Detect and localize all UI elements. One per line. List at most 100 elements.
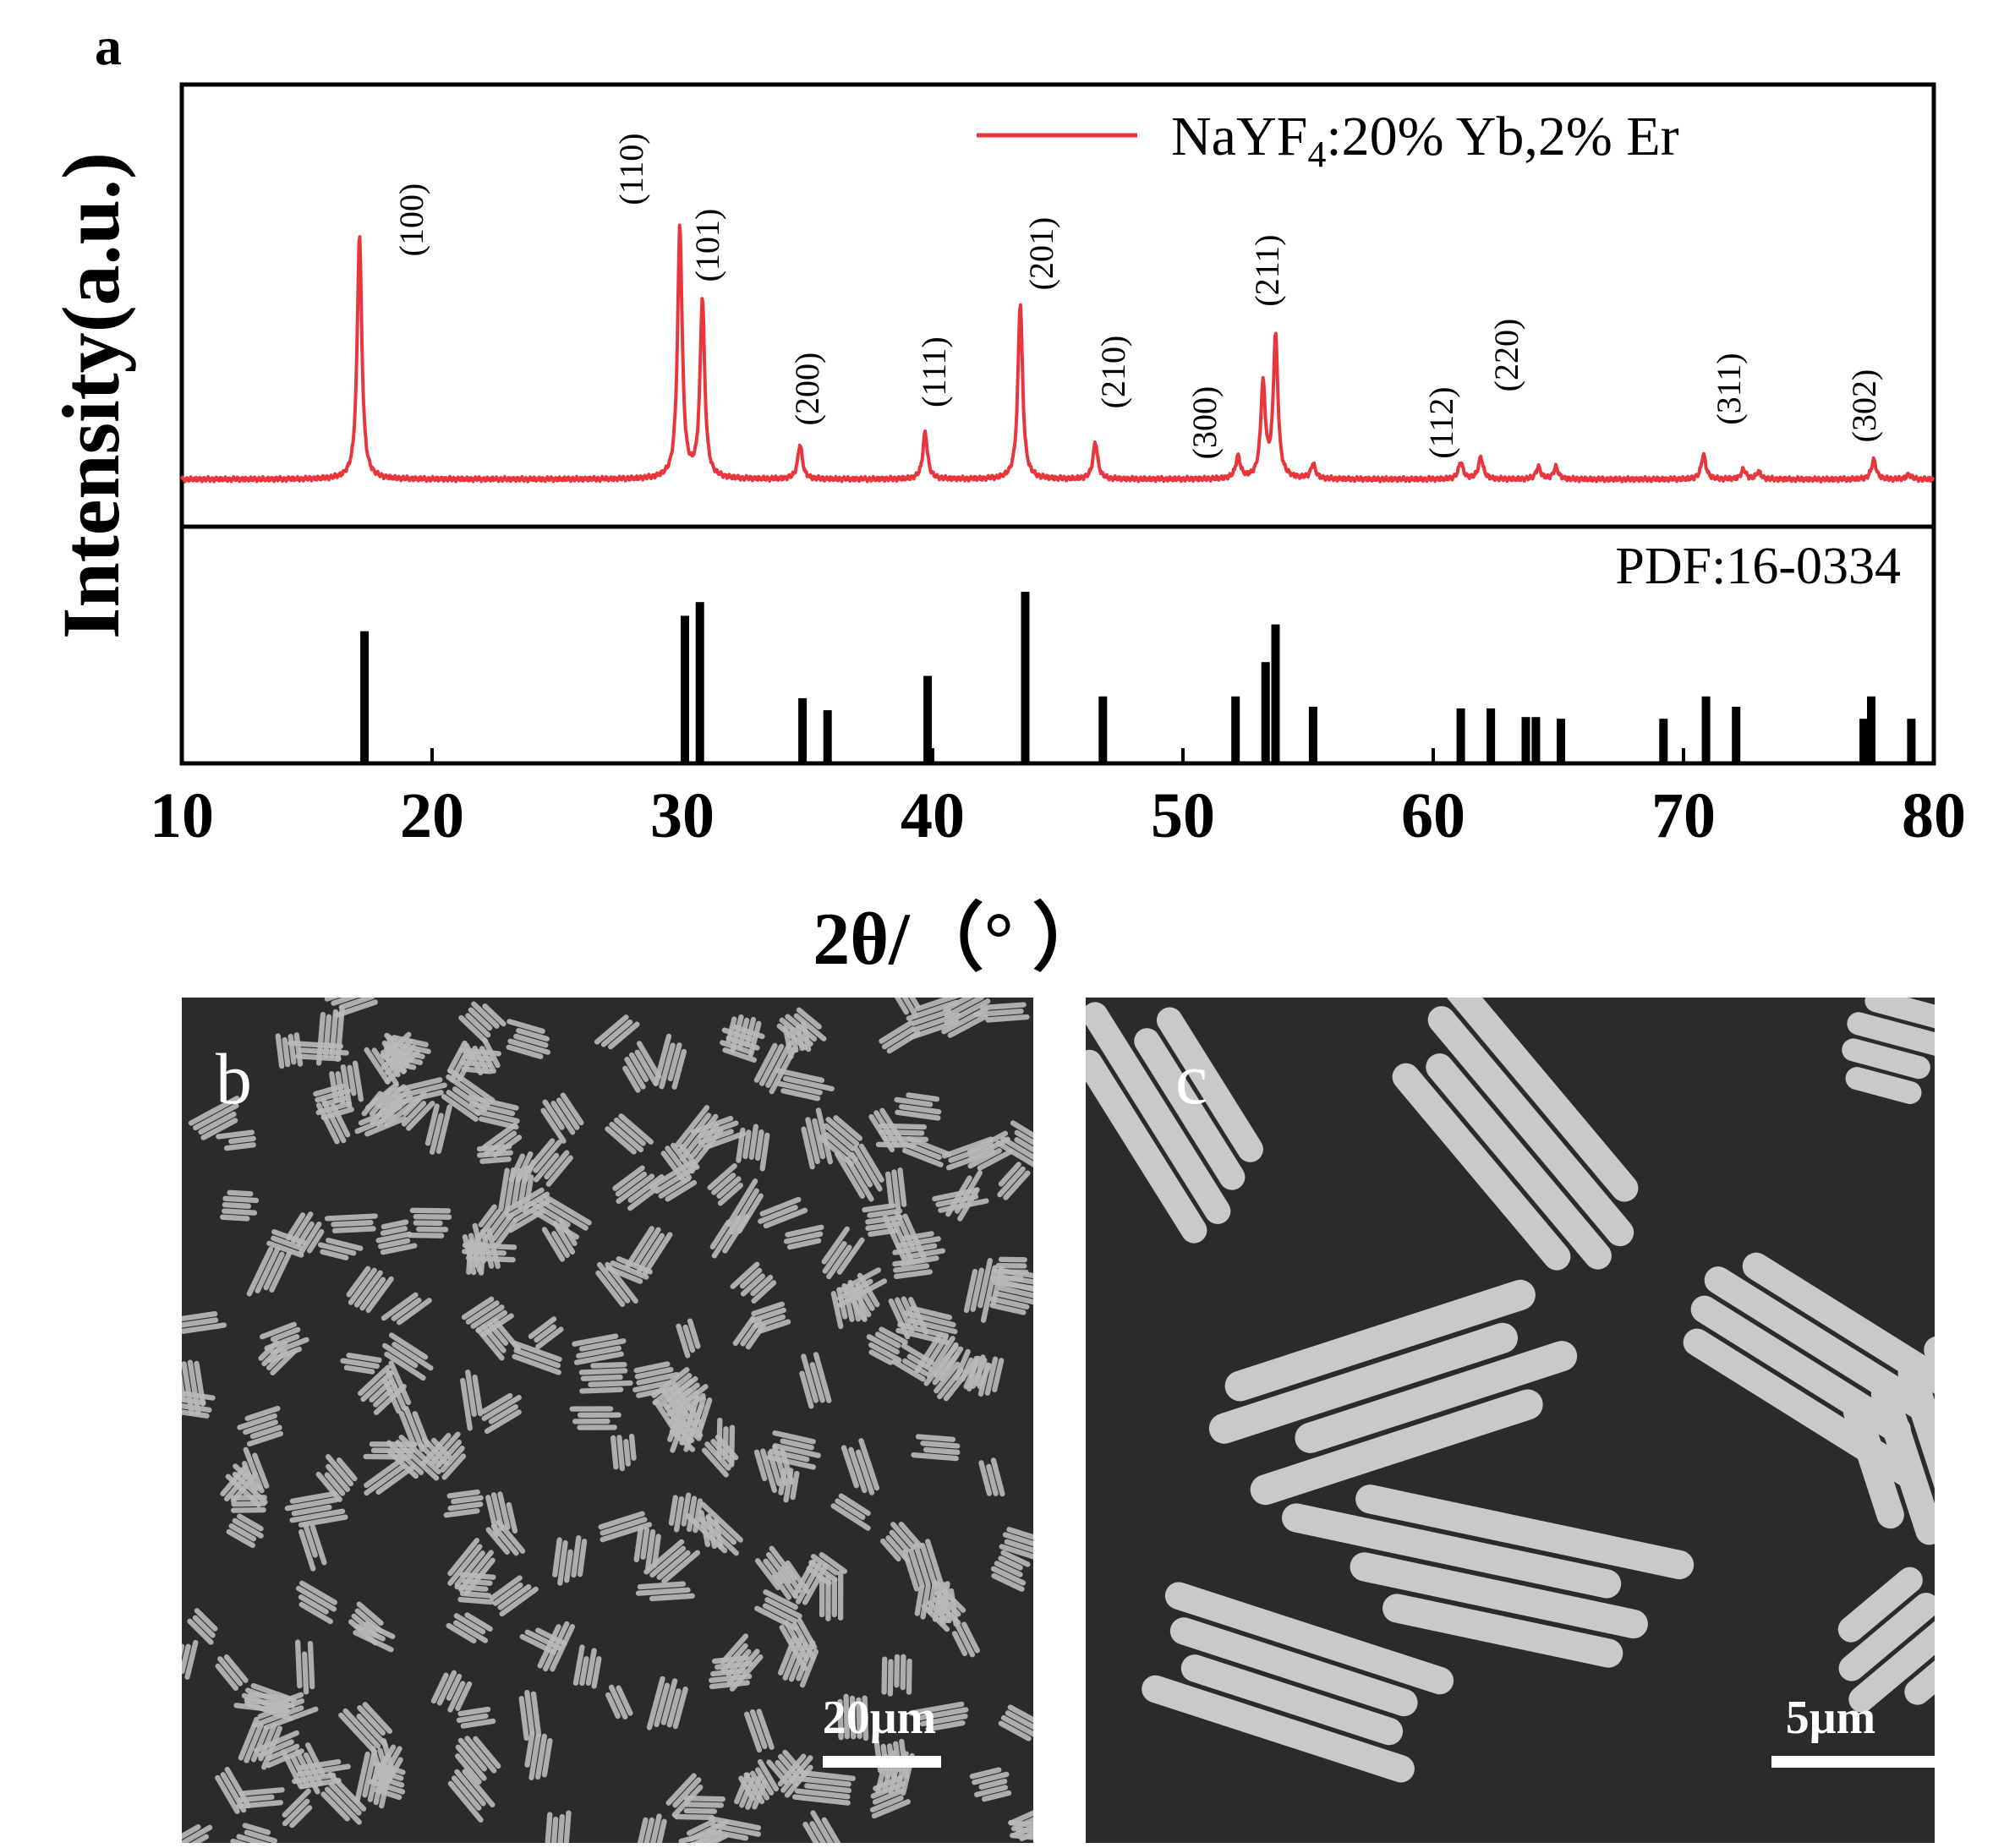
nanorod-bundle	[462, 1242, 517, 1263]
nanorod-bundle	[835, 1143, 884, 1202]
nanorod-bundle	[866, 1326, 908, 1365]
nanorod-bundle	[646, 1676, 688, 1730]
nanorod-bundle	[998, 1704, 1033, 1741]
nanorod-bundle	[545, 1810, 572, 1843]
nanorod-bundle	[754, 1545, 797, 1591]
nanorod-bundle	[324, 998, 378, 1019]
nanorod-bundle	[1086, 1002, 1263, 1244]
peak-label: (311)	[1710, 353, 1748, 424]
nanorod-bundle	[381, 1292, 432, 1326]
nanorod-bundle	[324, 1213, 378, 1233]
nanorod-bundle	[512, 1340, 562, 1375]
scale-bar-c	[1771, 1756, 1935, 1768]
nanorod-bundle	[237, 1405, 283, 1447]
scale-bar-b-label: 20μm	[823, 1692, 936, 1744]
nanorod-bundle	[541, 1218, 578, 1262]
nanorod-bundle	[753, 1444, 795, 1494]
legend-label-rest: :20% Yb,2% Er	[1326, 106, 1678, 167]
nanorod-bundle	[908, 1701, 969, 1732]
peak-label: (300)	[1185, 386, 1224, 460]
nanorod-bundle	[791, 1770, 856, 1806]
peak-label: (101)	[688, 209, 726, 282]
nanorod-bundle	[489, 1575, 539, 1617]
nanorod-bundle	[766, 1749, 807, 1787]
scale-bar-b	[823, 1756, 941, 1768]
nanorod-bundle	[226, 1513, 264, 1549]
nanorod-bundle	[995, 1120, 1033, 1167]
nanorod-bundle	[375, 1219, 418, 1255]
reference-stick	[1701, 696, 1711, 763]
nanorod-bundle	[992, 1267, 1033, 1291]
panel-a-letter: a	[95, 16, 122, 76]
nanorod-bundle	[736, 1124, 770, 1172]
panel-c-letter: c	[1175, 1038, 1207, 1119]
nanorod-bundle	[401, 1091, 435, 1131]
peak-label: (110)	[612, 133, 650, 205]
nanorod-bundle	[215, 1654, 249, 1691]
nanorod-bundle	[220, 1464, 259, 1504]
x-tick-label: 70	[1651, 780, 1716, 851]
nanorod-bundle	[668, 1492, 704, 1534]
reference-stick	[923, 675, 933, 763]
x-tick-label: 30	[650, 780, 715, 851]
nanorod-bundle	[698, 1510, 724, 1550]
nanorod-bundle	[879, 1020, 921, 1054]
nanorod-bundle	[363, 1441, 418, 1460]
reference-stick	[1732, 707, 1741, 763]
nanorod-bundle	[506, 1019, 550, 1059]
nanorod-bundle	[799, 1352, 832, 1409]
nanorod-bundle	[802, 1810, 846, 1843]
peak-label: (220)	[1487, 319, 1525, 392]
reference-stick	[1098, 696, 1108, 763]
nanorod-bundle	[706, 1816, 762, 1841]
sem-image-b-rods	[182, 998, 1033, 1843]
sem-image-c-rods	[1086, 998, 1935, 1783]
nanorod-bundle	[1282, 1484, 1695, 1668]
nanorod-bundle	[881, 1654, 912, 1697]
nanorod-bundle	[540, 1092, 584, 1144]
nanorod-bundle	[480, 1392, 522, 1435]
nanorod-bundle	[338, 1702, 393, 1752]
nanorod-bundle	[572, 1644, 602, 1689]
reference-stick	[1231, 696, 1240, 763]
nanorod-bundle	[1842, 998, 1935, 1104]
nanorod-bundle	[458, 1001, 506, 1044]
nanorod-bundle	[743, 1709, 775, 1753]
nanorod-bundle	[791, 1559, 829, 1605]
nanorod-bundle	[354, 1748, 394, 1809]
nanorod-bundle	[182, 1639, 199, 1680]
nanorod-bundle	[241, 1682, 297, 1722]
nanorod-bundle	[771, 1560, 810, 1600]
nanorod-bundle	[605, 1684, 633, 1720]
peak-label: (112)	[1422, 386, 1460, 458]
nanorod-bundle	[446, 1612, 493, 1644]
nanorod-bundle	[1842, 1336, 1935, 1545]
reference-sticks	[360, 592, 1916, 763]
nanorod-bundle	[524, 1730, 553, 1781]
x-tick-label: 60	[1401, 780, 1465, 851]
nanorod-bundle	[665, 1773, 704, 1818]
nanorod-bundle	[292, 1758, 351, 1790]
nanorod-bundle	[381, 1332, 434, 1381]
x-tick-label: 80	[1902, 780, 1966, 851]
nanorod-bundle	[676, 1318, 701, 1359]
nanorod-bundle	[468, 1094, 520, 1130]
nanorod-bundle	[182, 1311, 227, 1335]
nanorod-bundle	[776, 1007, 827, 1051]
nanorod-bundle	[775, 1068, 835, 1102]
nanorod-bundle	[632, 1361, 680, 1398]
reference-stick	[1487, 708, 1496, 763]
reference-stick	[1867, 696, 1875, 763]
reference-stick	[1021, 592, 1030, 763]
nanorod-bundle	[978, 1457, 1005, 1497]
nanorod-bundle	[569, 1406, 621, 1430]
nanorod-bundle	[485, 1519, 526, 1556]
nanorod-bundle	[868, 1107, 906, 1153]
nanorod-bundle	[460, 1370, 484, 1431]
nanorod-bundle	[973, 1002, 1030, 1023]
legend-label-main: NaYF	[1171, 106, 1307, 167]
nanorod-bundle	[605, 1113, 654, 1155]
reference-stick	[1261, 662, 1270, 763]
panel-b-letter: b	[216, 1038, 252, 1119]
nanorod-bundle	[1142, 1582, 1454, 1783]
